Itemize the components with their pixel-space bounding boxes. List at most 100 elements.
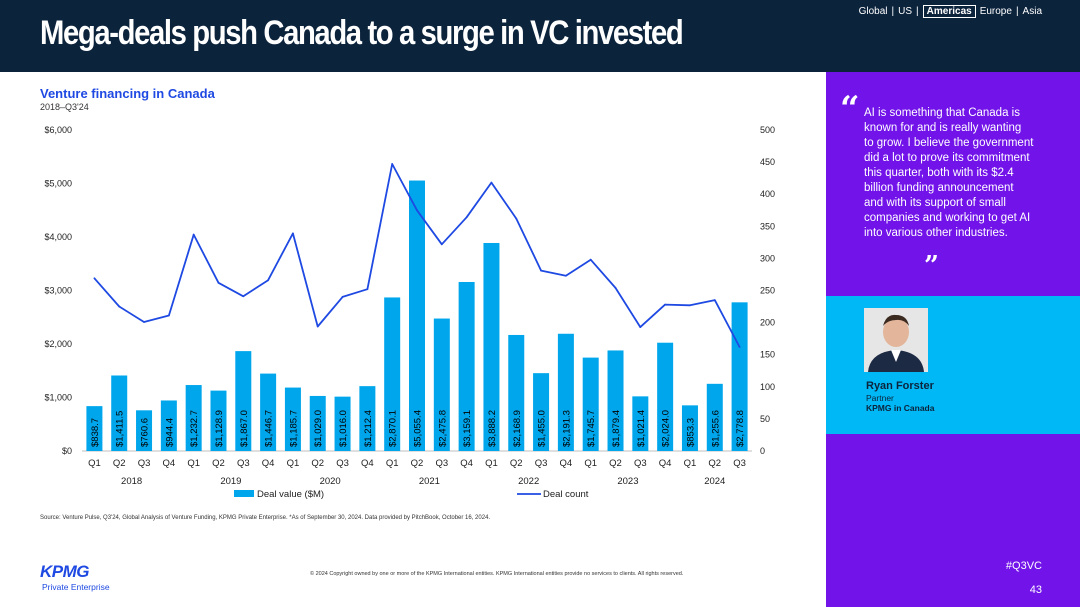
bar-value-label: $3,159.1 [462,410,473,447]
y-right-tick-label: 500 [760,125,775,135]
quote-text: AI is something that Canada is known for… [864,107,1034,239]
x-tick-label: Q1 [684,458,697,469]
deal-value-bar [235,351,252,451]
bar-value-label: $2,475.8 [437,410,448,447]
x-tick-label: Q3 [237,458,250,469]
person-photo-icon [864,308,928,372]
deal-value-bar [136,410,153,451]
hashtag: #Q3VC [1005,560,1042,572]
deal-value-bar [681,405,698,451]
region-link-asia[interactable]: Asia [1022,6,1042,17]
x-tick-label: Q1 [485,458,498,469]
x-tick-label: Q2 [708,458,721,469]
deal-value-bar [409,180,425,451]
deal-value-bar [508,334,525,451]
deal-count-point [143,321,145,323]
bar-value-label: $1,016.0 [338,410,349,447]
deal-value-bar [607,350,624,451]
kpmg-logo: KPMG [40,562,90,581]
x-tick-label: Q1 [187,458,200,469]
x-tick-label: Q2 [212,458,225,469]
region-link-global[interactable]: Global [858,6,888,17]
venture-financing-chart: $0 $1,000 $2,000 $3,000 $4,000 $5,000 $6,000 0 5… [44,125,775,500]
deal-value-bar [384,297,401,451]
deal-count-point [664,303,667,306]
y-left-tick-label: $6,000 [44,125,72,135]
x-tick-label: Q4 [659,458,672,469]
legend-bar-label: Deal value ($M) [257,489,324,500]
deal-count-point [564,274,567,277]
person-name: Ryan Forster [866,380,934,392]
deal-value-bar [86,406,103,451]
deal-count-point [341,296,344,298]
bar-value-label: $944.4 [164,418,175,447]
region-link-us[interactable]: US [898,6,913,17]
deal-value-bar [260,373,277,451]
bar-value-label: $1,021.4 [636,410,647,447]
deal-count-point [416,209,418,212]
deal-value-bar [657,342,674,451]
y-right-tick-label: 0 [760,446,765,456]
year-label: 2018 [121,476,142,487]
x-tick-label: Q4 [361,458,374,469]
y-right-tick-label: 50 [760,414,770,424]
deal-value-bar [284,387,301,451]
bar-value-label: $1,745.7 [586,410,597,447]
deal-value-bar [359,386,376,451]
bar-value-label: $1,455.0 [537,410,548,447]
bar-value-label: $2,778.8 [735,410,746,447]
deal-count-point [440,243,443,246]
open-quote-icon: “ [840,89,860,129]
x-tick-label: Q4 [460,458,473,469]
bar-value-label: $2,191.3 [561,410,572,447]
source-note: Source: Venture Pulse, Q3'24, Global Ana… [40,515,491,521]
bar-value-label: $1,212.4 [363,410,374,447]
region-separator: | [916,6,919,17]
deal-count-point [217,281,220,284]
deal-count-point [167,314,170,317]
y-right-tick-label: 400 [760,189,775,199]
deal-count-point [292,232,294,235]
bar-value-label: $1,879.4 [611,410,622,447]
y-right-tick-label: 300 [760,253,775,263]
deal-count-point [465,216,468,219]
bar-value-label: $838.7 [90,418,101,447]
bar-value-label: $1,029.0 [313,410,324,447]
deal-count-point [689,304,691,307]
deal-count-point [192,233,195,236]
bar-value-label: $1,867.0 [239,410,250,447]
x-tick-label: Q4 [560,458,573,469]
bar-value-label: $2,024.0 [661,410,672,447]
bar-value-label: $1,446.7 [264,410,275,447]
x-tick-label: Q2 [113,458,126,469]
x-tick-label: Q3 [336,458,349,469]
region-link-europe[interactable]: Europe [979,6,1012,17]
deal-count-point [118,305,121,308]
legend-bar-swatch [234,490,254,497]
x-tick-label: Q1 [88,458,101,469]
deal-value-bar [533,373,550,451]
y-left-tick-label: $3,000 [44,286,72,296]
deal-count-point [589,258,592,261]
deal-count-point [391,163,394,165]
year-label: 2020 [320,476,341,487]
page-number: 43 [1029,584,1042,596]
deal-count-point [267,279,270,282]
deal-count-point [316,325,319,328]
deal-count-point [515,217,518,220]
y-right-tick-label: 200 [760,318,775,328]
y-right-tick-label: 250 [760,286,775,296]
deal-count-point [93,277,96,280]
year-label: 2022 [518,476,539,487]
year-label: 2024 [704,476,725,487]
deal-count-point [490,181,493,184]
legend-line-label: Deal count [543,489,589,500]
deal-count-point [366,288,369,291]
x-tick-label: Q4 [262,458,275,469]
deal-value-bar [210,390,227,451]
region-link-americas[interactable]: Americas [922,5,976,18]
x-tick-label: Q2 [609,458,622,469]
x-tick-label: Q2 [311,458,324,469]
deal-count-point [738,346,741,348]
bar-value-label: $760.6 [140,418,151,447]
